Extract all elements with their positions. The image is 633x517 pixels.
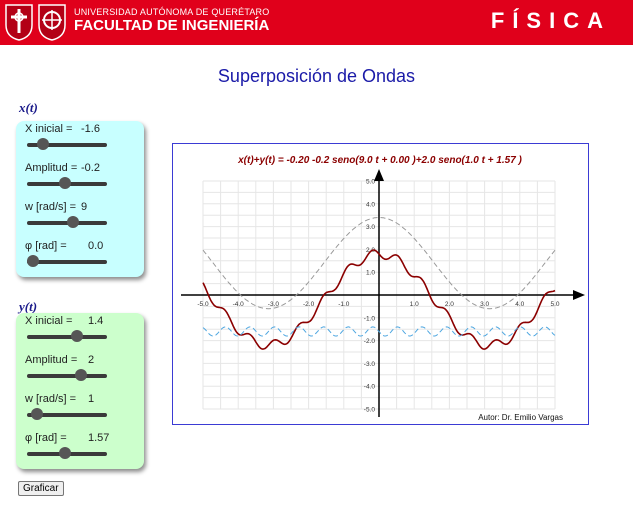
header-bar: UNIVERSIDAD AUTÓNOMA DE QUERÉTARO FACULT… — [0, 0, 633, 45]
x-initial-slider-thumb[interactable] — [37, 138, 49, 150]
y-omega-slider-track[interactable] — [27, 413, 107, 417]
x-amplitude-slider-thumb[interactable] — [59, 177, 72, 189]
y-omega-value: 1 — [88, 393, 95, 405]
y-tick-label: 5.0 — [366, 179, 375, 186]
y-amplitude-slider-thumb[interactable] — [74, 369, 87, 381]
x-phase-slider-track[interactable] — [27, 260, 107, 264]
y-controls-panel: X inicial = 1.4 Amplitud = 2 w [rad/s] =… — [16, 313, 144, 469]
x-tick-label: -4.0 — [233, 301, 245, 308]
series-sum-line — [202, 249, 556, 350]
y-tick-label: 1.0 — [366, 270, 375, 277]
series-x-line — [202, 326, 556, 337]
y-amplitude-slider-track[interactable] — [27, 374, 107, 378]
x-initial-slider-track[interactable] — [27, 143, 107, 147]
plot-curves — [202, 217, 556, 350]
x-axis-arrow — [573, 290, 585, 300]
y-tick-label: -5.0 — [364, 407, 376, 414]
x-tick-label: 1.0 — [410, 301, 419, 308]
graph-button[interactable]: Graficar — [18, 481, 64, 496]
y-section-label: y(t) — [19, 299, 38, 314]
x-omega-control: w [rad/s] = 9 — [25, 201, 140, 237]
y-amplitude-control: Amplitud = 2 — [25, 354, 140, 390]
y-tick-label: -2.0 — [364, 338, 376, 345]
x-section-label: x(t) — [19, 100, 38, 115]
faculty-shield-logo — [38, 4, 66, 41]
x-omega-value: 9 — [81, 201, 88, 213]
x-phase-label: φ [rad] = — [25, 240, 67, 252]
plot-author: Autor: Dr. Emilio Vargas — [478, 413, 563, 422]
y-phase-slider-thumb[interactable] — [59, 447, 72, 459]
faculty-name: FACULTAD DE INGENIERÍA — [74, 17, 270, 34]
x-phase-slider-thumb[interactable] — [27, 255, 40, 267]
y-tick-label: 3.0 — [366, 224, 375, 231]
y-phase-value: 1.57 — [88, 432, 110, 444]
x-phase-value: 0.0 — [88, 240, 104, 252]
x-controls-panel: X inicial = -1.6 Amplitud = -0.2 w [rad/… — [16, 121, 144, 277]
x-tick-label: -2.0 — [303, 301, 315, 308]
x-tick-label: 3.0 — [480, 301, 489, 308]
x-amplitude-value: -0.2 — [81, 162, 100, 174]
x-initial-control: X inicial = -1.6 — [25, 123, 140, 159]
x-omega-slider-track[interactable] — [27, 221, 107, 225]
page-title: Superposición de Ondas — [217, 66, 416, 86]
x-omega-label: w [rad/s] = — [25, 201, 77, 213]
y-amplitude-label: Amplitud = — [25, 354, 78, 366]
x-initial-label: X inicial = — [25, 123, 73, 135]
y-omega-slider-thumb[interactable] — [31, 408, 44, 420]
wave-plot: x(t)+y(t) = -0.20 -0.2 seno(9.0 t + 0.00… — [181, 155, 585, 422]
x-omega-slider-thumb[interactable] — [67, 216, 80, 228]
plot-area: x(t)+y(t) = -0.20 -0.2 seno(9.0 t + 0.00… — [172, 143, 589, 425]
y-omega-control: w [rad/s] = 1 — [25, 393, 140, 429]
y-omega-label: w [rad/s] = — [25, 393, 77, 405]
y-tick-label: 4.0 — [366, 201, 375, 208]
y-phase-control: φ [rad] = 1.57 — [25, 432, 140, 468]
plot-equation: x(t)+y(t) = -0.20 -0.2 seno(9.0 t + 0.00… — [237, 155, 522, 166]
y-amplitude-value: 2 — [88, 354, 95, 366]
y-axis-arrow — [374, 169, 384, 181]
x-tick-label: 5.0 — [550, 301, 559, 308]
y-initial-slider-track[interactable] — [27, 335, 107, 339]
y-initial-slider-thumb[interactable] — [71, 330, 84, 342]
y-initial-label: X inicial = — [25, 315, 73, 327]
x-phase-control: φ [rad] = 0.0 — [25, 240, 140, 276]
y-tick-label: -3.0 — [364, 361, 376, 368]
y-phase-label: φ [rad] = — [25, 432, 67, 444]
x-tick-label: 2.0 — [445, 301, 454, 308]
series-y-line — [202, 217, 556, 310]
brand-title: FÍSICA — [490, 8, 611, 33]
x-tick-label: -1.0 — [338, 301, 350, 308]
y-initial-value: 1.4 — [88, 315, 104, 327]
plot-tick-labels: -5.0 -4.0 -3.0 -2.0 -1.0 1.0 2.0 3.0 4.0 5.0 5.0 4.… — [197, 179, 559, 414]
x-amplitude-label: Amplitud = — [25, 162, 78, 174]
y-tick-label: -4.0 — [364, 384, 376, 391]
y-initial-control: X inicial = 1.4 — [25, 315, 140, 351]
university-shield-logo — [5, 4, 33, 41]
x-initial-value: -1.6 — [81, 123, 100, 135]
plot-axes — [181, 169, 585, 417]
x-tick-label: 4.0 — [515, 301, 524, 308]
x-tick-label: -5.0 — [197, 301, 209, 308]
y-tick-label: -1.0 — [364, 315, 376, 322]
x-amplitude-control: Amplitud = -0.2 — [25, 162, 140, 198]
university-name: UNIVERSIDAD AUTÓNOMA DE QUERÉTARO — [74, 7, 270, 17]
x-tick-label: -3.0 — [268, 301, 280, 308]
